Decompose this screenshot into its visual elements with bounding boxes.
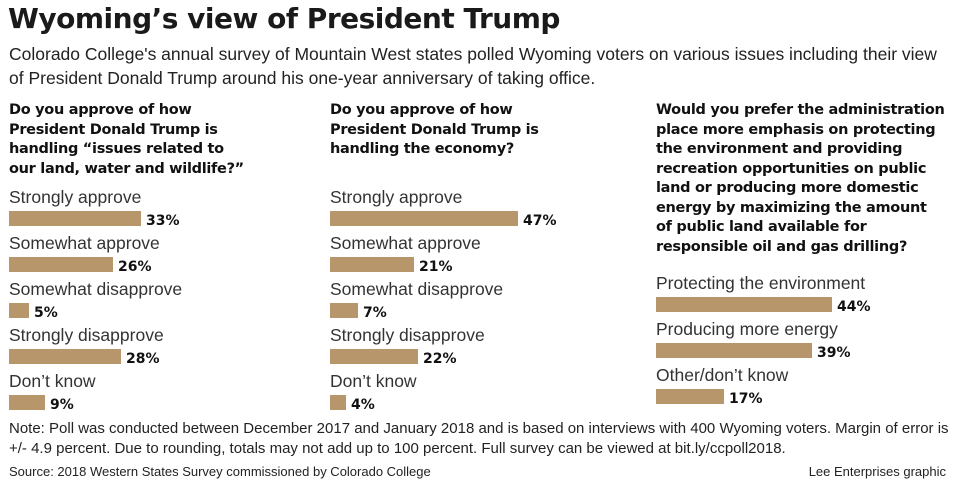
category-label: Strongly disapprove bbox=[9, 325, 164, 345]
bar bbox=[9, 303, 29, 318]
category-label: Strongly disapprove bbox=[330, 325, 485, 345]
category-label: Somewhat disapprove bbox=[9, 279, 182, 299]
category-label: Producing more energy bbox=[656, 319, 838, 339]
bar bbox=[330, 303, 358, 318]
bar bbox=[656, 297, 832, 312]
bar bbox=[9, 257, 113, 272]
bar bbox=[330, 349, 418, 364]
bar-chart-svg: Strongly approve 47% Somewhat approve 21% So… bbox=[330, 187, 557, 413]
source-line: Source: 2018 Western States Survey commi… bbox=[9, 464, 431, 479]
value-label: 39% bbox=[817, 345, 851, 361]
value-label: 9% bbox=[50, 397, 74, 413]
bar-chart-svg: Protecting the environment 44% Producing m… bbox=[656, 273, 871, 407]
bar bbox=[330, 395, 346, 410]
value-label: 21% bbox=[419, 259, 453, 275]
category-label: Don’t know bbox=[9, 371, 96, 391]
page-title: Wyoming’s view of President Trump bbox=[8, 2, 560, 35]
chart-economy: Strongly approve 47% Somewhat approve 21% So… bbox=[330, 185, 630, 415]
value-label: 4% bbox=[351, 397, 375, 413]
credit-line: Lee Enterprises graphic bbox=[808, 464, 946, 479]
category-label: Somewhat disapprove bbox=[330, 279, 503, 299]
chart-panel-economy: Do you approve of how President Donald T… bbox=[330, 101, 630, 413]
bar-chart-svg: Strongly approve 33% Somewhat approve 26% So… bbox=[9, 187, 182, 413]
footnote: Note: Poll was conducted between Decembe… bbox=[9, 420, 949, 457]
bar bbox=[9, 349, 121, 364]
chart-panel-land: Do you approve of how President Donald T… bbox=[9, 101, 309, 413]
value-label: 17% bbox=[729, 391, 763, 407]
bar bbox=[330, 211, 518, 226]
chart-panel-land-use: Would you prefer the administration plac… bbox=[656, 101, 951, 407]
question-land: Do you approve of how President Donald T… bbox=[9, 102, 244, 177]
value-label: 7% bbox=[363, 305, 387, 321]
category-label: Somewhat approve bbox=[330, 233, 481, 253]
chart-land: Strongly approve 33% Somewhat approve 26% So… bbox=[9, 185, 309, 415]
question-economy: Do you approve of how President Donald T… bbox=[330, 102, 539, 157]
bar bbox=[9, 395, 45, 410]
bar bbox=[9, 211, 141, 226]
category-label: Protecting the environment bbox=[656, 273, 865, 293]
value-label: 22% bbox=[423, 351, 457, 367]
value-label: 44% bbox=[837, 299, 871, 315]
value-label: 33% bbox=[146, 213, 180, 229]
bar bbox=[330, 257, 414, 272]
category-label: Strongly approve bbox=[9, 187, 141, 207]
category-label: Don’t know bbox=[330, 371, 417, 391]
category-label: Somewhat approve bbox=[9, 233, 160, 253]
bar bbox=[656, 343, 812, 358]
bar bbox=[656, 389, 724, 404]
category-label: Other/don’t know bbox=[656, 365, 789, 385]
category-label: Strongly approve bbox=[330, 187, 462, 207]
chart-land-use: Protecting the environment 44% Producing m… bbox=[656, 271, 956, 409]
question-land-use: Would you prefer the administration plac… bbox=[656, 102, 945, 255]
value-label: 26% bbox=[118, 259, 152, 275]
value-label: 28% bbox=[126, 351, 160, 367]
value-label: 5% bbox=[34, 305, 58, 321]
value-label: 47% bbox=[523, 213, 557, 229]
intro-text: Colorado College's annual survey of Moun… bbox=[9, 44, 937, 88]
